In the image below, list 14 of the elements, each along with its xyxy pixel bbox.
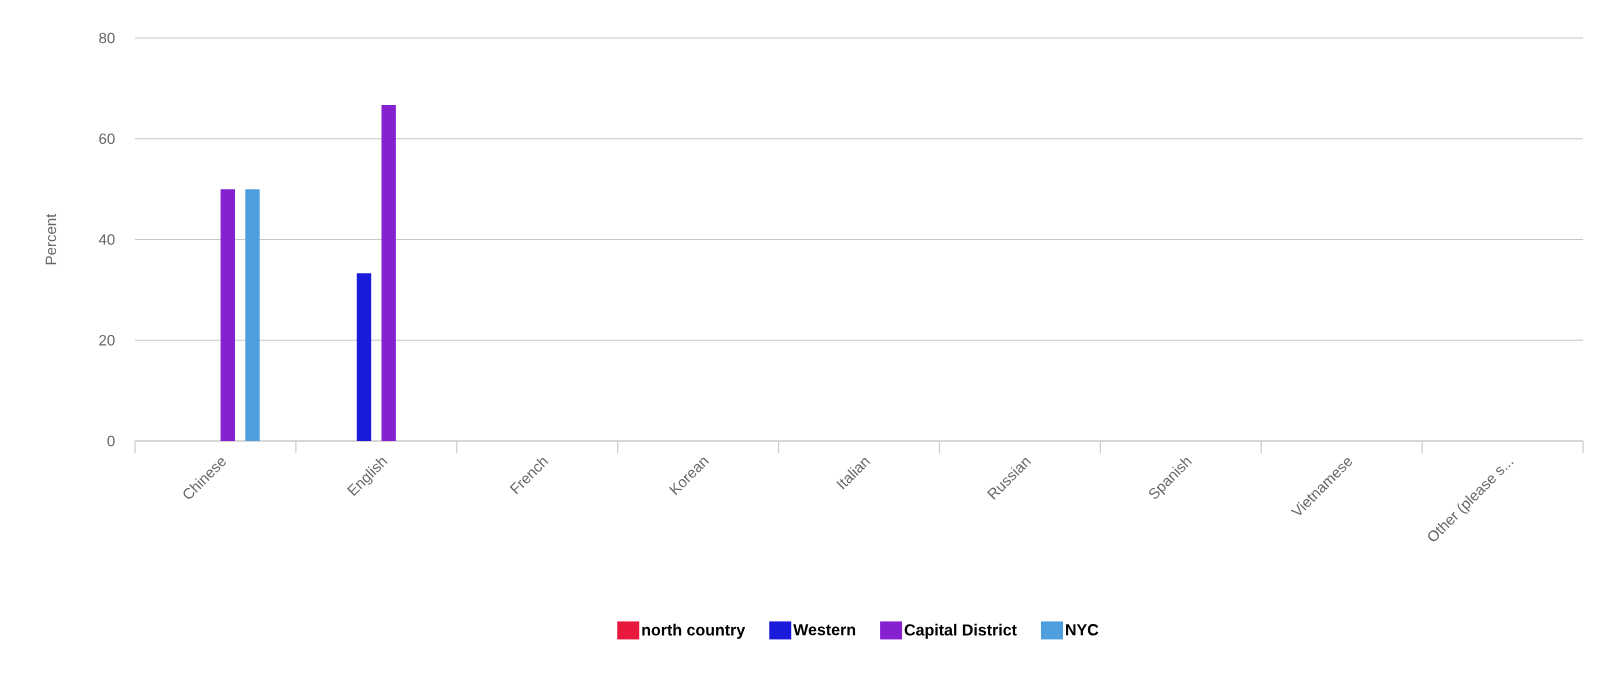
y-tick-label: 60 (99, 133, 115, 145)
y-tick-label: 40 (98, 234, 115, 245)
bar (356, 273, 372, 441)
bar (245, 189, 260, 441)
y-axis-title: Percent (45, 213, 57, 265)
legend-label: north country (642, 623, 746, 639)
legend-label: NYC (1066, 624, 1099, 636)
legend-label: Western (793, 624, 856, 636)
y-tick-label: 80 (99, 32, 115, 44)
y-tick-label: 20 (99, 334, 115, 346)
y-tick-label: 0 (107, 435, 115, 447)
bar (381, 105, 396, 441)
bar (220, 189, 235, 441)
legend-label: Capital District (904, 623, 1017, 639)
